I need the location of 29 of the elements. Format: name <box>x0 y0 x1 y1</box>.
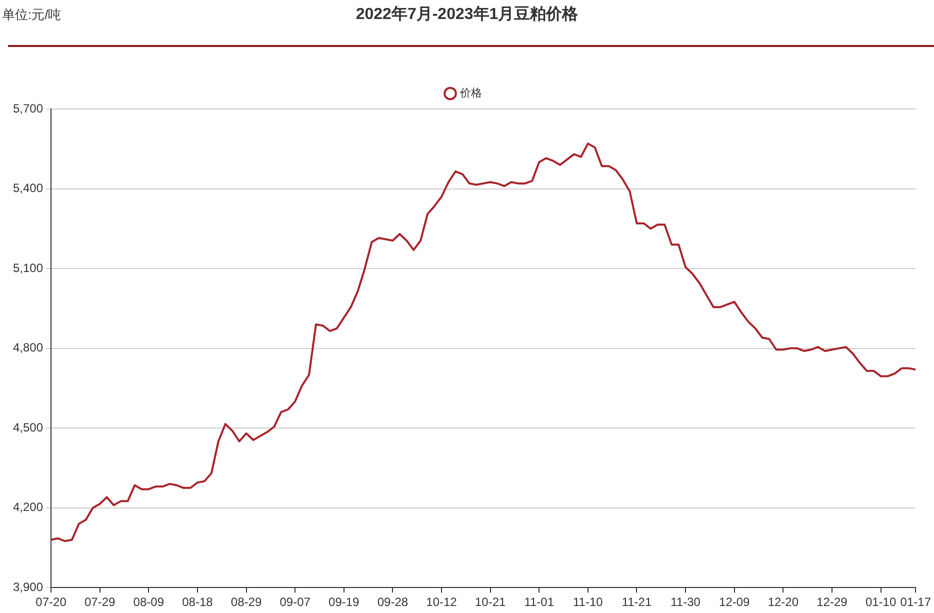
x-tick-label: 08-09 <box>133 595 164 610</box>
x-tick-label: 08-18 <box>182 595 214 610</box>
x-tick-label: 12-20 <box>768 595 799 610</box>
x-tick-label: 09-28 <box>377 595 408 610</box>
x-tick-label: 10-21 <box>474 595 506 610</box>
x-tick-label: 07-29 <box>84 595 116 610</box>
x-tick-label: 07-20 <box>36 595 67 610</box>
x-tick-label: 10-12 <box>426 595 458 610</box>
y-tick-label: 5,400 <box>13 181 44 196</box>
y-tick-label: 4,800 <box>13 340 44 355</box>
x-tick-label: 08-29 <box>230 595 262 610</box>
y-tick-label: 5,100 <box>13 260 44 275</box>
legend-label: 价格 <box>458 88 482 100</box>
x-tick-label: 01-10 <box>865 595 896 610</box>
y-tick-label: 5,700 <box>13 101 44 116</box>
x-tick-label: 11-30 <box>670 595 701 610</box>
x-tick-label: 12-29 <box>816 595 848 610</box>
y-tick-label: 4,500 <box>13 420 44 434</box>
chart-title: 2022年7月-2023年1月豆粕价格 <box>356 6 578 23</box>
y-tick-label: 4,200 <box>13 500 44 514</box>
x-tick-label: 09-19 <box>328 595 360 610</box>
x-tick-label: 11-10 <box>573 595 604 610</box>
y-tick-label: 3,900 <box>13 580 44 594</box>
x-tick-label: 11-21 <box>622 595 652 610</box>
x-tick-label: 12-09 <box>719 595 750 610</box>
x-tick-label: 09-07 <box>280 595 311 610</box>
text: 单位:元/吨 <box>2 6 62 24</box>
x-tick-label: 01-17 <box>900 595 932 610</box>
x-tick-label: 11-01 <box>524 595 554 610</box>
